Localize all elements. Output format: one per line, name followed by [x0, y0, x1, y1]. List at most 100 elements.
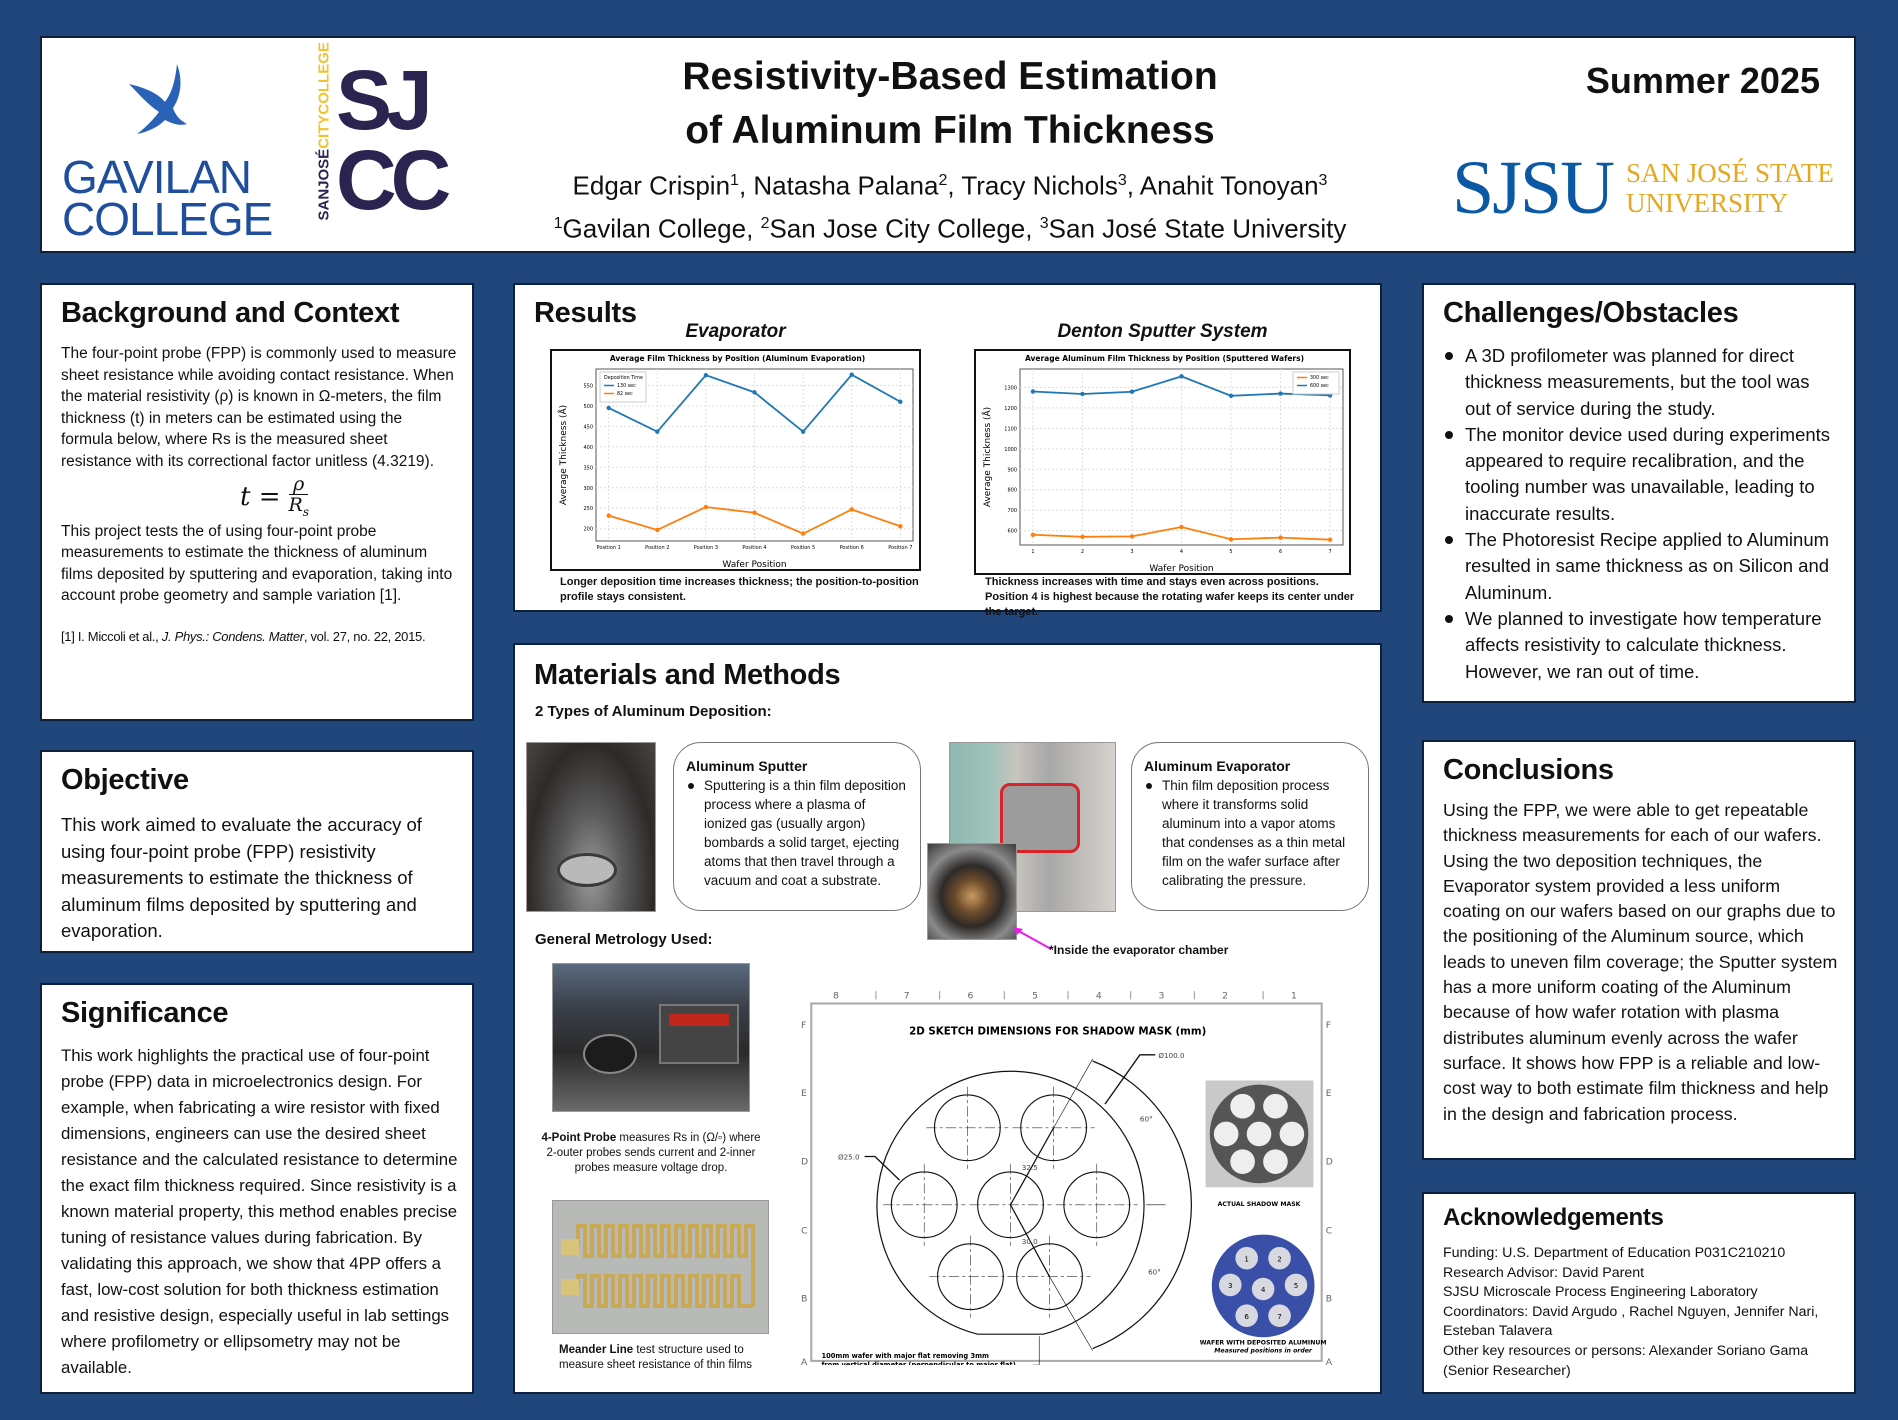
- y-tick-label: 500: [583, 404, 593, 410]
- radius-dim-2: 30.0: [1022, 1237, 1038, 1246]
- legend-entry: 300 sec: [1310, 375, 1329, 381]
- position-label: 6: [1244, 1312, 1249, 1321]
- actual-mask-label: ACTUAL SHADOW MASK: [1218, 1201, 1301, 1208]
- affiliation-mark: 2: [760, 214, 770, 232]
- evaporator-card-title: Aluminum Evaporator: [1144, 758, 1291, 774]
- data-point: [800, 531, 806, 536]
- sjcc-big-text2: CC: [336, 133, 451, 227]
- row-label: D: [1326, 1157, 1333, 1168]
- inside-chamber-note: *Inside the evaporator chamber: [1049, 943, 1229, 957]
- sputter-thickness-chart: Average Aluminum Film Thickness by Posit…: [974, 349, 1351, 575]
- data-point: [1327, 537, 1333, 542]
- row-label: A: [1326, 1357, 1333, 1365]
- sjsu-logo: SJSU SAN JOSÉ STATE UNIVERSITY: [1452, 150, 1834, 230]
- wafer-label-line1: WAFER WITH DEPOSITED ALUMINUM: [1200, 1339, 1327, 1346]
- mask-photo-hole: [1230, 1149, 1255, 1174]
- gavilan-college-logo: GAVILAN COLLEGE: [62, 62, 273, 245]
- y-tick-label: 700: [1007, 508, 1017, 514]
- mask-photo-hole: [1213, 1121, 1239, 1147]
- challenge-item: We planned to investigate how temperatur…: [1443, 606, 1840, 685]
- challenges-section: Challenges/Obstacles A 3D profilometer w…: [1422, 283, 1856, 703]
- x-axis-label: Wafer Position: [1149, 564, 1213, 574]
- data-point: [1129, 389, 1135, 394]
- hole-diameter-dim: Ø25.0: [838, 1153, 860, 1162]
- row-label: D: [801, 1157, 808, 1168]
- sputter-card-title: Aluminum Sputter: [686, 758, 808, 774]
- challenges-heading: Challenges/Obstacles: [1443, 297, 1739, 329]
- row-label: B: [801, 1293, 807, 1304]
- author-name: Natasha Palana: [753, 170, 939, 201]
- position-circle: [1268, 1246, 1291, 1270]
- acknowledgements-heading: Acknowledgements: [1443, 1204, 1664, 1231]
- author-affiliation-mark: 3: [1318, 172, 1328, 189]
- thickness-formula: t = ρ Rs: [240, 472, 309, 519]
- affiliation-mark: 3: [1039, 214, 1049, 232]
- row-label: E: [1326, 1088, 1332, 1099]
- row-label: A: [801, 1357, 808, 1365]
- data-point: [849, 372, 854, 377]
- significance-section: Significance This work highlights the pr…: [40, 983, 474, 1394]
- challenge-item: The Photoresist Recipe applied to Alumin…: [1443, 527, 1840, 606]
- evaporator-thickness-chart: Average Film Thickness by Position (Alum…: [550, 349, 921, 571]
- x-tick-label: 7: [1328, 549, 1331, 555]
- affiliation-name: Gavilan College: [562, 213, 747, 244]
- mask-photo-hole: [1263, 1093, 1288, 1119]
- data-point: [898, 524, 903, 529]
- wafer-label-line2: Measured positions in order: [1214, 1347, 1313, 1355]
- data-point: [1030, 532, 1036, 537]
- column-label: 8: [833, 990, 839, 1001]
- position-label: 2: [1277, 1254, 1282, 1263]
- y-axis-label: Average Thickness (Å): [981, 407, 993, 507]
- four-point-probe-photo: [552, 963, 750, 1112]
- position-label: 1: [1244, 1254, 1249, 1263]
- y-axis-label: Average Thickness (Å): [557, 405, 569, 505]
- sputter-card-text: Sputtering is a thin film deposition pro…: [686, 776, 908, 890]
- y-tick-label: 250: [583, 506, 593, 512]
- acknowledgement-line: Other key resources or persons: Alexande…: [1443, 1342, 1809, 1379]
- evaporator-inside-photo: [927, 843, 1017, 940]
- conclusions-section: Conclusions Using the FPP, we were able …: [1422, 740, 1856, 1160]
- acknowledgement-line: SJSU Microscale Process Engineering Labo…: [1443, 1284, 1758, 1301]
- position-circle: [1268, 1304, 1291, 1327]
- legend-entry: 600 sec: [1310, 383, 1329, 389]
- x-tick-label: 5: [1229, 549, 1232, 555]
- sjcc-big-text1: SJ: [336, 53, 433, 147]
- column-label: 1: [1291, 990, 1297, 1001]
- y-tick-label: 1200: [1004, 406, 1017, 412]
- sjcc-side-text2: CITYCOLLEGE: [315, 42, 333, 149]
- deposition-types-heading: 2 Types of Aluminum Deposition:: [535, 703, 772, 720]
- x-tick-label: Position 7: [888, 545, 912, 551]
- materials-heading: Materials and Methods: [534, 659, 841, 691]
- data-point: [655, 527, 660, 533]
- acknowledgements-list: Funding: U.S. Department of Education P0…: [1443, 1244, 1840, 1381]
- data-point: [1129, 534, 1135, 539]
- row-label: C: [1326, 1226, 1332, 1237]
- row-label: F: [801, 1020, 806, 1031]
- evaporator-chart-title: Evaporator: [685, 321, 786, 342]
- data-point: [1278, 391, 1283, 396]
- x-tick-label: Position 3: [694, 545, 718, 551]
- data-point: [655, 429, 660, 434]
- mask-photo-hole: [1279, 1121, 1305, 1147]
- x-tick-label: Position 1: [597, 545, 621, 551]
- x-tick-label: Position 6: [840, 545, 864, 551]
- data-point: [1080, 534, 1085, 540]
- background-para1: The four-point probe (FPP) is commonly u…: [61, 345, 457, 470]
- sjcc-side-text1: SANJOSÉ: [315, 148, 333, 221]
- column-label: 2: [1222, 990, 1228, 1001]
- position-label: 3: [1228, 1281, 1233, 1290]
- extension-line: [1049, 1058, 1166, 1351]
- mask-photo-hole: [1263, 1149, 1288, 1174]
- x-tick-label: 4: [1180, 549, 1183, 555]
- legend-entry: 82 sec: [617, 391, 633, 397]
- row-label: B: [1326, 1293, 1332, 1304]
- mask-photo-hole: [1246, 1121, 1272, 1147]
- column-label: 6: [967, 990, 973, 1001]
- author-list: Edgar Crispin1, Natasha Palana2, Tracy N…: [572, 170, 1328, 201]
- x-tick-label: 6: [1279, 549, 1282, 555]
- leader-line: [864, 1155, 901, 1181]
- data-point: [898, 399, 903, 404]
- mask-photo-hole: [1230, 1093, 1255, 1119]
- gavilan-logo-line2: COLLEGE: [62, 193, 273, 245]
- meander-line-caption: Meander Line test structure used to meas…: [559, 1344, 753, 1371]
